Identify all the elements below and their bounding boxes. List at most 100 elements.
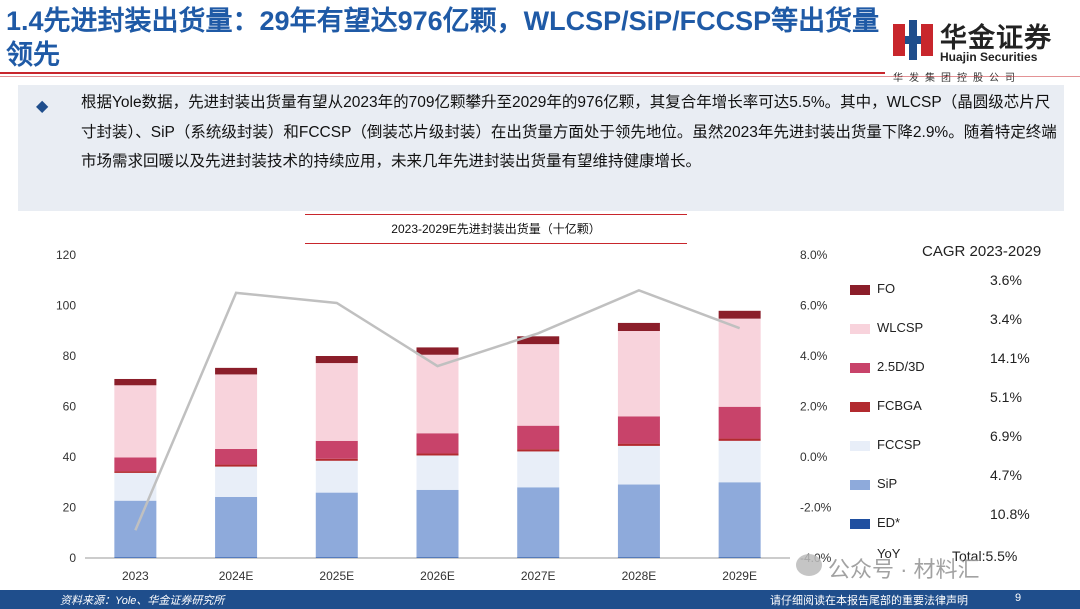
bar-2-5d-3d bbox=[617, 416, 660, 444]
summary-text: 根据Yole数据，先进封装出货量有望从2023年的709亿颗攀升至2029年的9… bbox=[81, 94, 1057, 170]
y2-tick-label: 8.0% bbox=[800, 248, 828, 262]
legend-cagr-value: 5.1% bbox=[990, 389, 1022, 405]
x-tick-label: 2029E bbox=[722, 569, 757, 583]
footer-disclaimer[interactable]: 请仔细阅读在本报告尾部的重要法律声明 bbox=[770, 595, 968, 607]
bar-2-5d-3d bbox=[315, 440, 358, 459]
legend-label: 2.5D/3D bbox=[877, 359, 925, 374]
bar-fccsp bbox=[215, 466, 258, 497]
bar-fo bbox=[315, 356, 358, 364]
summary-box bbox=[18, 85, 1064, 211]
y-tick-label: 20 bbox=[63, 501, 77, 515]
legend-label: WLCSP bbox=[877, 320, 924, 335]
bar-sip bbox=[215, 496, 258, 558]
x-tick-label: 2023 bbox=[122, 569, 149, 583]
legend-swatch bbox=[850, 324, 870, 334]
bar-wlcsp bbox=[315, 363, 358, 441]
huajin-logo-icon bbox=[893, 20, 933, 60]
y2-tick-label: 0.0% bbox=[800, 450, 828, 464]
bar-sip bbox=[315, 492, 358, 558]
cagr-header: CAGR 2023-2029 bbox=[922, 243, 1042, 260]
y2-tick-label: 4.0% bbox=[800, 349, 828, 363]
legend-cagr-value: 14.1% bbox=[990, 350, 1030, 366]
legend-cagr-value: 3.6% bbox=[990, 272, 1022, 288]
title-divider bbox=[0, 72, 885, 74]
x-tick-label: 2026E bbox=[420, 569, 455, 583]
legend-label: FCBGA bbox=[877, 398, 922, 413]
bar-ed- bbox=[517, 557, 560, 558]
y-tick-label: 60 bbox=[63, 400, 77, 414]
logo-name: 华金证券 bbox=[940, 23, 1052, 53]
diamond-bullet-icon: ◆ bbox=[36, 98, 49, 115]
wechat-icon bbox=[796, 554, 822, 576]
bar-fcbga bbox=[617, 443, 660, 446]
bar-fcbga bbox=[517, 449, 560, 452]
bar-wlcsp bbox=[416, 354, 459, 434]
legend-swatch bbox=[850, 363, 870, 373]
bar-sip bbox=[617, 484, 660, 558]
bar-fcbga bbox=[315, 458, 358, 461]
legend-total-cagr: Total:5.5% bbox=[952, 548, 1018, 564]
bar-fo bbox=[215, 367, 258, 375]
legend-swatch bbox=[850, 519, 870, 529]
bar-2-5d-3d bbox=[416, 433, 459, 454]
bar-wlcsp bbox=[517, 344, 560, 426]
bar-fccsp bbox=[315, 460, 358, 493]
bar-fo bbox=[718, 310, 761, 319]
bar-ed- bbox=[215, 557, 258, 558]
bar-fo bbox=[517, 336, 560, 345]
bar-2-5d-3d bbox=[215, 448, 258, 465]
bar-fccsp bbox=[718, 440, 761, 483]
page-number: 9 bbox=[1015, 592, 1022, 604]
bar-wlcsp bbox=[215, 374, 258, 449]
bar-fcbga bbox=[416, 453, 459, 456]
y-tick-label: 80 bbox=[63, 349, 77, 363]
bar-ed- bbox=[315, 557, 358, 558]
bar-fo bbox=[416, 347, 459, 355]
footer-bar bbox=[0, 590, 1080, 609]
y2-tick-label: 2.0% bbox=[800, 400, 828, 414]
y-tick-label: 40 bbox=[63, 450, 77, 464]
y-tick-label: 0 bbox=[69, 551, 76, 565]
legend-label: FCCSP bbox=[877, 437, 922, 452]
bar-fccsp bbox=[416, 455, 459, 490]
legend-yoy-label: YoY bbox=[877, 546, 901, 561]
watermark: 公众号 · 材料汇 bbox=[828, 557, 980, 582]
bar-wlcsp bbox=[718, 318, 761, 407]
x-tick-label: 2024E bbox=[219, 569, 254, 583]
legend-label: FO bbox=[877, 281, 896, 296]
bar-sip bbox=[517, 487, 560, 558]
y2-tick-label: -2.0% bbox=[800, 501, 832, 515]
legend-cagr-value: 6.9% bbox=[990, 428, 1022, 444]
bar-wlcsp bbox=[114, 385, 157, 458]
y2-tick-label: 6.0% bbox=[800, 299, 828, 313]
bar-sip bbox=[718, 482, 761, 558]
legend-label: ED* bbox=[877, 515, 901, 530]
legend-swatch bbox=[850, 285, 870, 295]
legend-cagr-value: 4.7% bbox=[990, 467, 1022, 483]
legend-cagr-value: 3.4% bbox=[990, 311, 1022, 327]
legend-swatch bbox=[850, 480, 870, 490]
chart-title: 2023-2029E先进封装出货量（十亿颗） bbox=[305, 214, 687, 244]
x-tick-label: 2028E bbox=[622, 569, 657, 583]
footer-source: 资料来源：Yole、华金证券研究所 bbox=[60, 595, 225, 607]
bar-2-5d-3d bbox=[114, 457, 157, 472]
y-tick-label: 100 bbox=[56, 299, 76, 313]
page-title: 1.4先进封装出货量：29年有望达976亿颗，WLCSP/SiP/FCCSP等出… bbox=[6, 6, 880, 70]
legend-swatch bbox=[850, 441, 870, 451]
x-tick-label: 2027E bbox=[521, 569, 556, 583]
y-tick-label: 120 bbox=[56, 248, 76, 262]
bar-wlcsp bbox=[617, 331, 660, 417]
logo-english-name: Huajin Securities bbox=[940, 50, 1038, 64]
title-divider-thin bbox=[0, 76, 1080, 77]
legend-swatch bbox=[850, 402, 870, 412]
bar-sip bbox=[416, 489, 459, 558]
bar-fcbga bbox=[215, 464, 258, 467]
bar-fcbga bbox=[718, 438, 761, 441]
bar-fo bbox=[617, 322, 660, 332]
legend-label: SiP bbox=[877, 476, 898, 491]
bar-fccsp bbox=[517, 451, 560, 488]
legend-cagr-value: 10.8% bbox=[990, 506, 1030, 522]
x-tick-label: 2025E bbox=[319, 569, 354, 583]
bar-ed- bbox=[114, 557, 157, 558]
bar-fccsp bbox=[617, 445, 660, 485]
